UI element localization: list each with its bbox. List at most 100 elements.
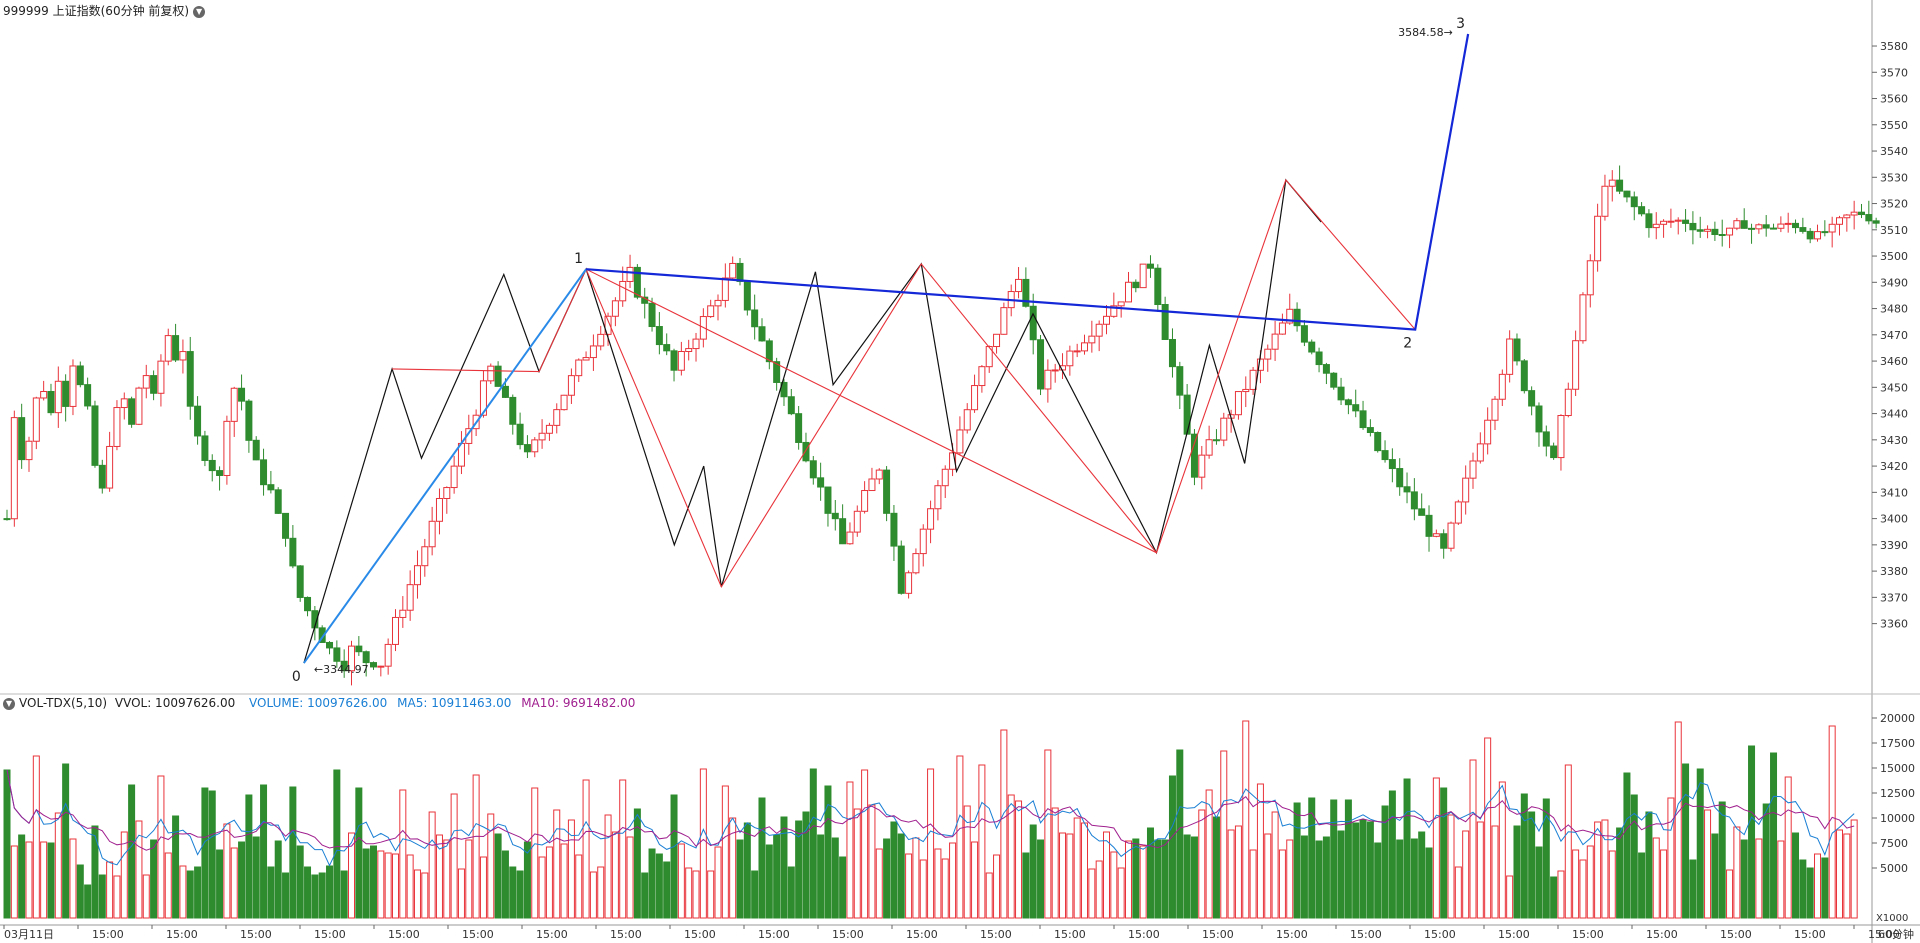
candle-body (1066, 350, 1074, 367)
volume-bar (1542, 798, 1550, 919)
candle-body (1748, 227, 1756, 230)
volume-bar (1344, 799, 1352, 919)
price-tick-label: 3390 (1880, 539, 1908, 552)
volume-bar (1821, 857, 1829, 919)
candle-body (1124, 281, 1132, 303)
candle-body (1770, 227, 1778, 230)
time-tick-label: 15:00 (1498, 928, 1530, 941)
volume-bar (787, 866, 795, 919)
candle-body (1278, 322, 1286, 335)
volume-multiplier: X1000 (1876, 913, 1908, 924)
candle-body (18, 417, 26, 461)
price-tick-label: 3440 (1880, 408, 1908, 421)
candle-body (941, 468, 949, 487)
candle-body (252, 439, 260, 461)
candle-body (655, 326, 663, 346)
volume-bar (326, 865, 334, 919)
ma10-line (6, 769, 1855, 851)
candle-body (1792, 222, 1800, 229)
volume-bar (824, 785, 832, 919)
candle-body (582, 357, 590, 361)
volume-bar (1132, 838, 1140, 919)
chevron-down-icon[interactable]: ▼ (193, 5, 206, 18)
candle-body (1667, 220, 1675, 223)
volume-bar (963, 805, 971, 919)
candle-body (978, 366, 986, 387)
volume-value: VOLUME: 10097626.00 (249, 696, 388, 710)
ma10-value: MA10: 9691482.00 (521, 696, 636, 710)
time-tick-label: 15:00 (462, 928, 494, 941)
candle-body (1440, 533, 1448, 549)
volume-bar (1007, 794, 1015, 919)
candle-body (1146, 263, 1154, 269)
candle-body (355, 645, 363, 653)
candle-body (1586, 260, 1594, 296)
time-tick-label: 15:00 (1202, 928, 1234, 941)
volume-bar (1022, 852, 1030, 919)
volume-bar (1513, 825, 1521, 919)
candle-body (10, 417, 18, 520)
candle-body (1022, 278, 1030, 307)
time-tick-label: 15:00 (166, 928, 198, 941)
candle-body (1865, 214, 1873, 222)
candle-body (1103, 315, 1110, 325)
candle-body (509, 396, 517, 425)
volume-bar (479, 856, 487, 919)
volume-bar (809, 768, 817, 919)
volume-bar (1425, 847, 1433, 919)
volume-bar (135, 820, 143, 919)
volume-bar (472, 774, 480, 919)
time-tick-label: 15:00 (1350, 928, 1382, 941)
volume-bar (655, 853, 663, 919)
volume-bar (1638, 852, 1646, 919)
volume-bar (1095, 860, 1103, 919)
candle-body (553, 409, 561, 426)
ma5-value: MA5: 10911463.00 (397, 696, 512, 710)
candle-body (802, 441, 810, 462)
candle-body (1220, 417, 1228, 441)
vvol-value: VVOL: 10097626.00 (114, 696, 236, 710)
candle-body (912, 553, 920, 574)
volume-bar (1792, 832, 1800, 919)
price-tick-label: 3580 (1880, 40, 1908, 53)
volume-bar (1601, 819, 1609, 919)
volume-bar (98, 874, 106, 919)
volume-bar (494, 833, 502, 919)
volume-bar (597, 866, 605, 919)
volume-bar (1528, 811, 1536, 919)
price-tick-label: 3510 (1880, 224, 1908, 237)
price-tick-label: 3410 (1880, 486, 1908, 499)
volume-tick-label: 17500 (1880, 737, 1915, 750)
candle-body (413, 565, 421, 586)
candle-body (1447, 522, 1455, 549)
volume-bar (956, 755, 964, 919)
volume-bar (1843, 833, 1851, 919)
volume-bar (1315, 840, 1323, 919)
volume-bar (560, 843, 568, 919)
candle-body (443, 487, 451, 499)
time-tick-label: 15:00 (536, 928, 568, 941)
volume-bar (84, 884, 92, 919)
candle-body (1608, 179, 1616, 187)
volume-bar (172, 815, 180, 919)
volume-bar (1748, 745, 1756, 919)
time-tick-label: 15:00 (1794, 928, 1826, 941)
volume-bar (1498, 781, 1506, 919)
volume-bar (758, 797, 766, 919)
candle-body (98, 464, 106, 489)
chevron-down-icon[interactable]: ▼ (3, 697, 15, 710)
volume-bar (765, 844, 773, 919)
volume-bar (384, 852, 392, 919)
volume-bar (1447, 814, 1455, 919)
volume-bar (289, 786, 297, 919)
candle-body (384, 643, 392, 667)
price-tick-label: 3570 (1880, 66, 1908, 79)
volume-bar (1388, 790, 1396, 919)
candle-body (1535, 405, 1543, 433)
candle-body (1843, 214, 1851, 219)
volume-bar (626, 836, 634, 919)
volume-bar (399, 789, 407, 919)
volume-bar (1432, 777, 1440, 919)
price-tick-label: 3480 (1880, 303, 1908, 316)
candle-body (3, 518, 11, 521)
